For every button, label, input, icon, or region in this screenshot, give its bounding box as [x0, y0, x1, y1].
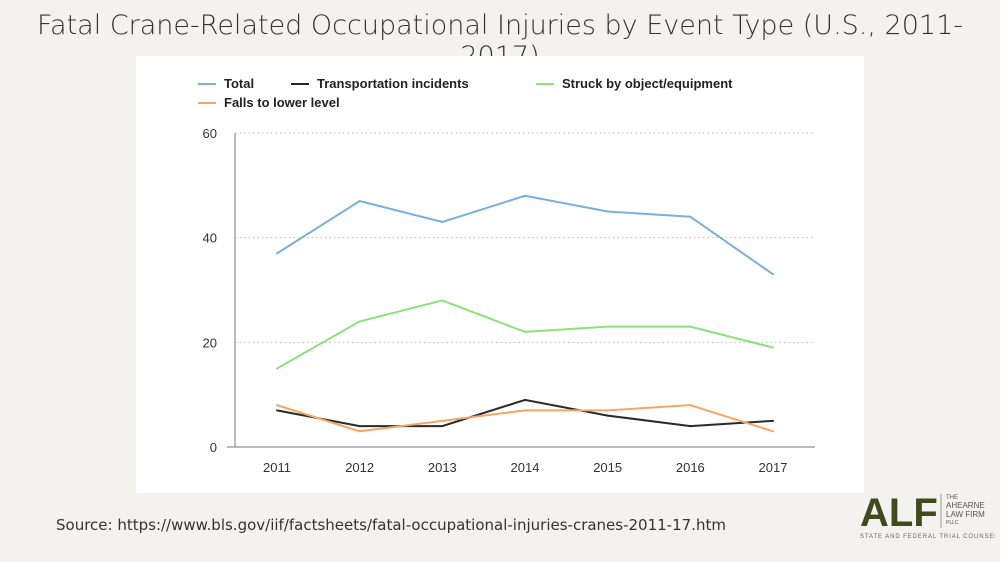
- data-point: [606, 409, 609, 412]
- x-tick-label: 2011: [263, 460, 291, 475]
- series-line-0: [276, 194, 774, 276]
- y-tick-label: 60: [203, 126, 217, 141]
- chart-card: 0 20 40 60 2011 2012 2013 2014 2015 2016 2017 Total…: [136, 56, 864, 493]
- data-point: [606, 414, 609, 417]
- y-tick-label: 40: [203, 231, 217, 246]
- data-point: [441, 220, 444, 223]
- x-tick-label: 2015: [593, 460, 622, 475]
- data-point: [358, 200, 361, 203]
- data-point: [689, 215, 692, 218]
- data-point: [606, 210, 609, 213]
- x-tick-label: 2013: [428, 460, 457, 475]
- data-point: [358, 320, 361, 323]
- svg-text:STATE AND FEDERAL TRIAL COUNSE: STATE AND FEDERAL TRIAL COUNSEL: [860, 534, 995, 540]
- x-tick-label: 2016: [676, 460, 705, 475]
- y-tick-label: 0: [210, 440, 217, 455]
- data-point: [524, 330, 526, 333]
- firm-logo: ALF THE AHEARNE LAW FIRM PLLC STATE AND …: [860, 491, 995, 540]
- svg-text:AHEARNE: AHEARNE: [946, 501, 985, 510]
- data-point: [689, 425, 692, 428]
- data-point: [358, 425, 361, 428]
- series-line-3: [276, 404, 774, 433]
- svg-text:THE: THE: [946, 495, 958, 501]
- data-point: [276, 404, 278, 407]
- data-point: [441, 425, 444, 428]
- legend-label: Total: [224, 76, 254, 91]
- data-point: [276, 367, 278, 370]
- data-point: [276, 409, 278, 412]
- legend-label: Struck by object/equipment: [562, 76, 733, 91]
- data-point: [524, 409, 526, 412]
- data-point: [772, 346, 774, 349]
- data-point: [441, 299, 444, 302]
- data-point: [772, 273, 774, 276]
- source-text: Source: https://www.bls.gov/iif/factshee…: [56, 516, 726, 534]
- data-point: [441, 419, 444, 422]
- series-line-1: [276, 398, 774, 428]
- x-tick-label: 2017: [759, 460, 788, 475]
- svg-text:ALF: ALF: [860, 491, 938, 535]
- series-line-2: [276, 299, 774, 370]
- line-chart: 0 20 40 60 2011 2012 2013 2014 2015 2016 2017 Total…: [198, 76, 815, 475]
- svg-text:PLLC: PLLC: [946, 520, 959, 526]
- data-point: [524, 194, 526, 197]
- data-point: [772, 430, 774, 433]
- data-point: [276, 252, 278, 255]
- x-tick-label: 2012: [345, 460, 374, 475]
- x-tick-label: 2014: [511, 460, 540, 475]
- data-point: [689, 325, 692, 328]
- data-point: [689, 404, 692, 407]
- svg-text:LAW FIRM: LAW FIRM: [946, 510, 985, 519]
- data-point: [606, 325, 609, 328]
- data-point: [772, 419, 774, 422]
- y-tick-label: 20: [203, 335, 217, 350]
- legend-label: Transportation incidents: [317, 76, 469, 91]
- data-point: [358, 430, 361, 433]
- legend-label: Falls to lower level: [224, 95, 340, 110]
- data-point: [524, 398, 526, 401]
